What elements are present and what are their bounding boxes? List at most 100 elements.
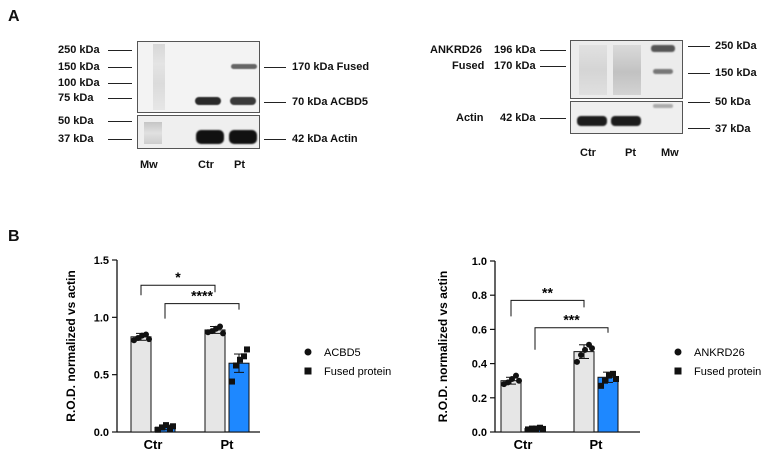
legend-marker-square [304, 367, 312, 375]
data-point [170, 423, 176, 430]
y-tick-label: 1.0 [472, 256, 487, 268]
data-point [244, 346, 250, 353]
significance-bracket [510, 299, 585, 317]
band-label-line [540, 66, 566, 67]
data-point [229, 378, 235, 385]
data-point [602, 377, 608, 384]
lane-label: Pt [625, 147, 636, 159]
panel-label-b: B [8, 228, 20, 245]
panel-label-a: A [8, 8, 20, 25]
x-category-label: Ctr [514, 437, 533, 452]
y-tick-label: 0.8 [472, 290, 487, 302]
data-point [525, 426, 531, 433]
significance-label: ** [542, 284, 553, 300]
x-category-label: Ctr [144, 437, 163, 452]
significance-bracket [164, 303, 240, 319]
significance-label: **** [191, 288, 213, 304]
significance-label: * [175, 269, 181, 285]
fused-band [231, 64, 257, 69]
y-tick-label: 0.0 [94, 427, 109, 439]
y-tick-label: 0.0 [472, 427, 487, 439]
actin-band-pt [611, 116, 641, 126]
y-tick-label: 0.5 [94, 370, 109, 382]
data-point [606, 372, 612, 379]
y-axis-label: R.O.D. normalized vs actin [64, 270, 78, 421]
mw-marker-line [108, 121, 132, 122]
mw-marker-label: 37 kDa [715, 123, 751, 135]
acbd5-band-pt [230, 97, 256, 105]
legend-label: ACBD5 [324, 347, 361, 359]
protein-size-label: 42 kDa [500, 112, 536, 124]
mw-marker-line [688, 128, 710, 129]
mw-ladder-lane [153, 44, 165, 110]
data-point [513, 372, 519, 379]
mw-marker-line [108, 98, 132, 99]
mw-band-250 [651, 45, 675, 52]
blot-membrane-lower [570, 101, 683, 134]
mw-ladder-lane [144, 122, 162, 144]
mw-marker-label: 50 kDa [58, 115, 94, 127]
data-point [574, 358, 580, 365]
x-category-label: Pt [221, 437, 235, 452]
data-point [163, 422, 169, 429]
significance-bracket [140, 284, 216, 296]
band-label-line [540, 50, 566, 51]
data-point [589, 345, 595, 352]
mw-marker-line [108, 67, 132, 68]
mw-marker-line [688, 46, 710, 47]
x-category-label: Pt [590, 437, 604, 452]
data-point [529, 425, 535, 432]
actin-band-ctr [577, 116, 607, 126]
ankrd26-bar-chart: 0.0 0.2 0.4 0.6 0.8 1.0 R.O.D. normalized vs a… [436, 256, 761, 452]
data-point [233, 362, 239, 369]
data-point [610, 370, 616, 377]
lane-label: Pt [234, 159, 245, 171]
legend-label: Fused protein [324, 366, 391, 378]
acbd5-bar-chart: 0.0 0.5 1.0 1.5 R.O.D. normalized vs actin Ct… [64, 255, 391, 452]
legend-label: Fused protein [694, 366, 761, 378]
data-point [146, 336, 152, 343]
bar [228, 362, 250, 433]
mw-marker-label: 250 kDa [715, 40, 757, 52]
mw-marker-label: 150 kDa [715, 67, 757, 79]
data-point [505, 379, 511, 386]
data-point [143, 331, 149, 338]
significance-label: *** [563, 312, 580, 328]
mw-marker-label: 37 kDa [58, 133, 94, 145]
mw-marker-line [108, 83, 132, 84]
mw-marker-line [108, 50, 132, 51]
legend-marker-square [674, 367, 682, 375]
band-label-line [264, 67, 286, 68]
lane-label: Mw [140, 159, 158, 171]
mw-marker-line [108, 139, 132, 140]
y-tick-label: 0.4 [472, 359, 488, 371]
protein-name-label: Fused [452, 60, 485, 72]
data-point [540, 425, 546, 432]
band-label-acbd5: 70 kDa ACBD5 [292, 96, 369, 108]
mw-marker-label: 75 kDa [58, 92, 94, 104]
data-point [237, 356, 243, 363]
y-axis-label: R.O.D. normalized vs actin [436, 271, 450, 422]
lane-label: Ctr [580, 147, 596, 159]
blot-membrane-upper [137, 41, 260, 113]
protein-size-label: 170 kDa [494, 60, 536, 72]
lane-ctr-smear [579, 45, 607, 95]
significance-bracket [534, 327, 609, 350]
data-point [533, 425, 539, 432]
band-label-line [540, 118, 566, 119]
blot-membrane-upper [570, 40, 683, 99]
actin-band-pt [229, 130, 257, 144]
legend-label: ANKRD26 [694, 347, 745, 359]
mw-marker-line [688, 73, 710, 74]
mw-marker-label: 100 kDa [58, 77, 100, 89]
legend-marker-circle [674, 348, 682, 356]
protein-size-label: 196 kDa [494, 44, 536, 56]
y-tick-label: 0.6 [472, 324, 487, 336]
bar [130, 336, 152, 433]
data-point [509, 375, 515, 382]
lane-label: Mw [661, 147, 679, 159]
band-label-fused: 170 kDa Fused [292, 61, 370, 73]
data-point [155, 426, 161, 433]
mw-marker-label: 250 kDa [58, 44, 100, 56]
mw-band-150 [653, 69, 673, 74]
